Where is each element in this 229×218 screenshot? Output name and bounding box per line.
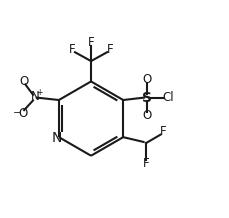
Text: O: O <box>19 75 29 88</box>
Text: Cl: Cl <box>161 91 173 104</box>
Text: F: F <box>159 125 166 138</box>
Text: O: O <box>142 109 151 122</box>
Text: N: N <box>30 90 39 103</box>
Text: F: F <box>68 43 75 56</box>
Text: F: F <box>106 43 113 56</box>
Text: F: F <box>87 36 94 49</box>
Text: −: − <box>13 108 22 118</box>
Text: F: F <box>142 157 149 170</box>
Text: S: S <box>142 91 152 105</box>
Text: O: O <box>142 73 151 86</box>
Text: O: O <box>18 107 27 120</box>
Text: +: + <box>36 88 42 97</box>
Text: N: N <box>52 131 62 145</box>
